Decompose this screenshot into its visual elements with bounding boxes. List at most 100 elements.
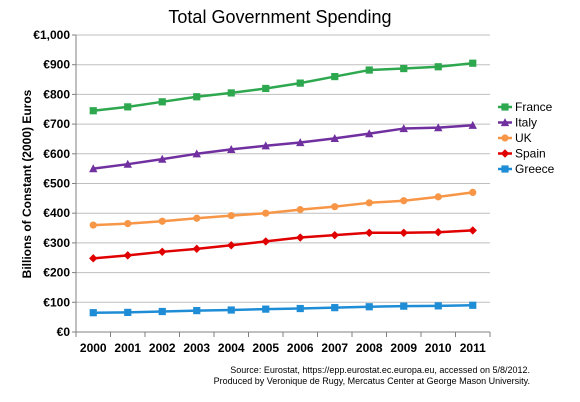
data-point-italy	[123, 159, 132, 168]
y-tick-label: €900	[43, 58, 70, 72]
y-tick-label: €1,000	[33, 28, 70, 42]
data-point-greece	[331, 304, 339, 312]
y-tick-label: €600	[43, 147, 70, 161]
legend-label-greece: Greece	[515, 162, 555, 176]
x-tick-label: 2003	[183, 341, 210, 355]
legend-marker-greece	[501, 165, 509, 173]
data-point-italy	[227, 144, 236, 153]
data-point-greece	[227, 306, 235, 314]
data-point-uk	[262, 209, 270, 217]
data-point-uk	[193, 214, 201, 222]
data-point-italy	[158, 154, 167, 163]
data-point-greece	[158, 307, 166, 316]
data-point-italy	[365, 129, 374, 138]
y-tick-label: €200	[43, 266, 70, 280]
data-point-greece	[469, 301, 477, 309]
legend-item-france: France	[498, 100, 553, 114]
y-tick-label: €500	[43, 177, 70, 191]
data-point-italy	[89, 164, 98, 173]
data-point-greece	[365, 303, 373, 311]
data-point-spain	[365, 228, 374, 238]
data-point-greece	[193, 307, 201, 315]
y-tick-label: €0	[57, 325, 71, 339]
data-point-uk	[469, 188, 477, 197]
data-point-greece	[434, 302, 442, 310]
series-line-spain	[93, 229, 473, 260]
gridlines	[76, 34, 490, 303]
legend-label-italy: Italy	[515, 116, 537, 130]
data-point-spain	[123, 251, 132, 260]
data-point-italy	[434, 123, 443, 132]
x-tick-label: 2005	[252, 341, 279, 355]
legend-marker-france	[501, 103, 509, 111]
x-tick-label: 2007	[321, 341, 348, 355]
legend-item-greece: Greece	[498, 162, 555, 176]
data-point-uk	[227, 211, 235, 220]
data-point-france	[262, 84, 270, 93]
legend-marker-uk	[501, 134, 509, 142]
data-point-spain	[89, 254, 98, 263]
legend-item-spain: Spain	[498, 147, 546, 161]
series-line-uk	[93, 191, 473, 227]
data-point-uk	[365, 199, 373, 207]
data-point-italy	[296, 138, 305, 147]
data-point-spain	[192, 244, 201, 254]
y-tick-label: €800	[43, 87, 70, 101]
data-point-italy	[261, 141, 270, 150]
data-point-italy	[468, 120, 477, 129]
data-point-greece	[262, 305, 270, 313]
series-line-france	[93, 61, 473, 112]
data-point-uk	[158, 217, 166, 225]
data-point-spain	[158, 247, 167, 257]
x-tick-label: 2000	[80, 341, 107, 355]
data-point-greece	[124, 308, 132, 316]
data-point-france	[124, 103, 132, 111]
data-point-greece	[400, 302, 408, 310]
legend-item-uk: UK	[498, 131, 532, 145]
data-point-greece	[89, 309, 97, 317]
data-point-france	[89, 107, 97, 115]
data-point-uk	[331, 203, 339, 211]
data-point-france	[400, 64, 408, 73]
x-tick-label: 2011	[460, 341, 486, 355]
data-point-italy	[192, 149, 201, 158]
y-axis-label: Billions of Constant (2000) Euros	[20, 89, 34, 278]
data-point-italy	[399, 124, 408, 133]
data-point-uk	[124, 219, 132, 228]
series-uk	[89, 188, 477, 229]
data-point-uk	[400, 197, 408, 205]
x-tick-labels: 2000 2001 2002 2003 2004 2005 2006 2007 2008 2009…	[80, 341, 486, 355]
x-tick-label: 2001	[114, 341, 141, 355]
data-point-uk	[89, 221, 97, 229]
data-series	[89, 59, 477, 317]
series-line-italy	[93, 124, 473, 170]
legend-item-italy: Italy	[498, 116, 537, 130]
data-point-spain	[330, 230, 339, 240]
y-tick-label: €400	[43, 206, 70, 220]
y-tick-labels: €0 €100 €200 €300 €400 €500 €600 €700 €800 €900 €1…	[33, 28, 70, 339]
x-tick-label: 2009	[390, 341, 417, 355]
data-point-france	[227, 89, 235, 97]
data-point-spain	[468, 226, 477, 235]
data-point-italy	[330, 133, 339, 142]
data-point-france	[158, 98, 166, 106]
data-point-france	[331, 72, 339, 81]
chart-title: Total Government Spending	[168, 7, 391, 27]
data-point-spain	[296, 233, 305, 242]
legend-label-spain: Spain	[515, 147, 546, 161]
x-tick-label: 2008	[356, 341, 383, 355]
y-tick-label: €100	[43, 295, 70, 309]
data-point-uk	[296, 206, 304, 214]
data-point-spain	[227, 241, 236, 250]
data-point-spain	[399, 228, 408, 238]
axes	[72, 34, 491, 337]
legend-marker-italy	[500, 118, 510, 127]
y-tick-label: €300	[43, 236, 70, 250]
data-point-spain	[434, 228, 443, 237]
source-note: Source: Eurostat, https://epp.eurostat.e…	[214, 365, 530, 387]
data-point-france	[296, 79, 304, 87]
data-point-france	[365, 66, 373, 74]
series-france	[89, 59, 477, 115]
series-spain	[89, 226, 477, 263]
